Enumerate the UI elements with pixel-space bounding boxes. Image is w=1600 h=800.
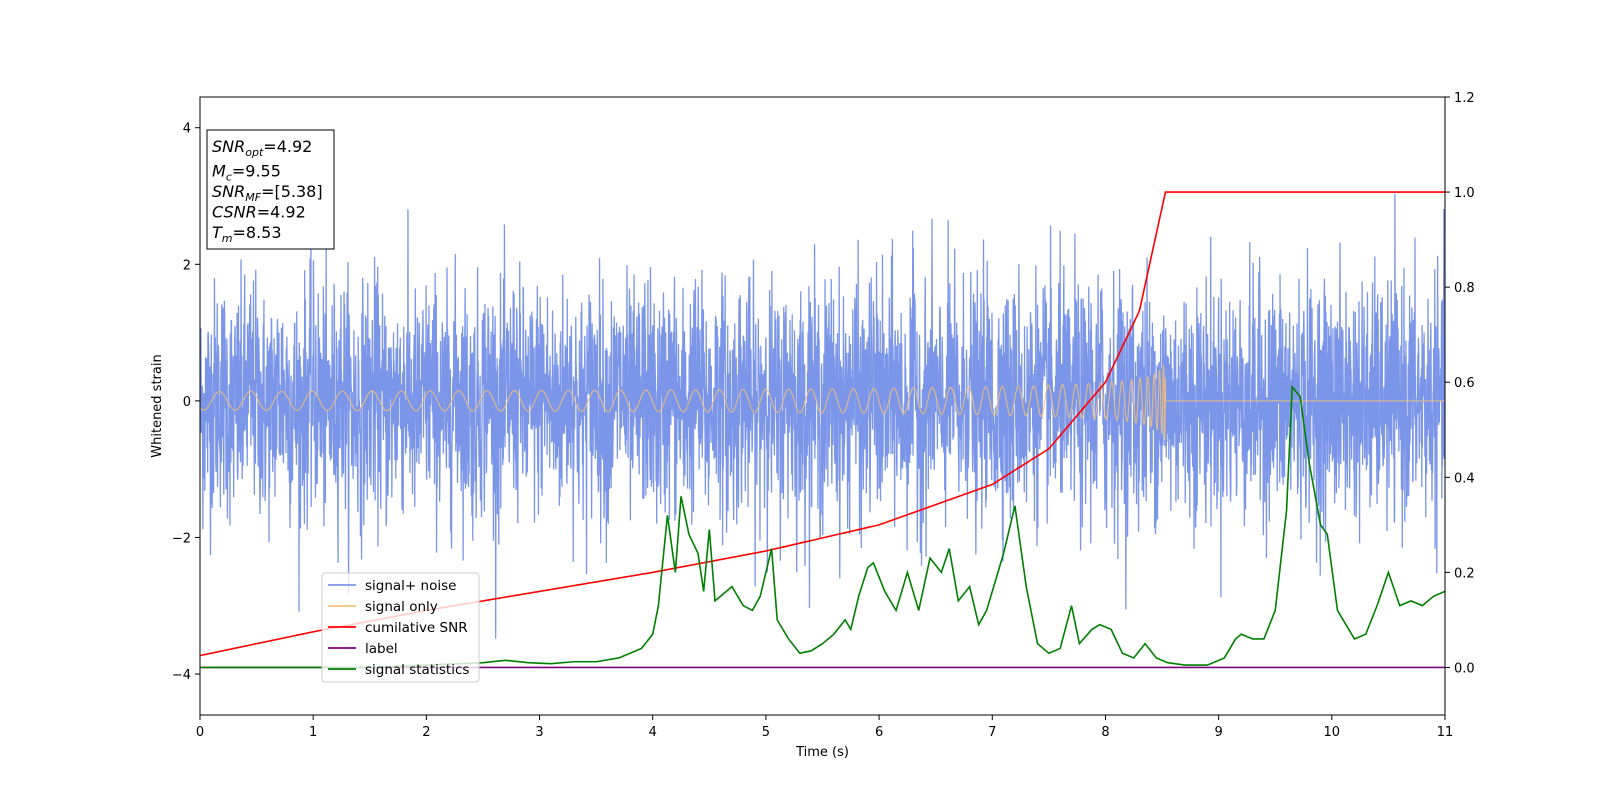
legend bbox=[321, 572, 480, 683]
x-tick-label: 10 bbox=[1324, 725, 1341, 740]
y2-tick-label: 0.6 bbox=[1454, 376, 1475, 391]
x-tick-label: 6 bbox=[875, 725, 883, 740]
x-tick-label: 5 bbox=[762, 725, 770, 740]
x-axis-title: Time (s) bbox=[795, 745, 849, 760]
y2-tick-label: 0.4 bbox=[1454, 471, 1475, 486]
legend-label: signal statistics bbox=[365, 662, 469, 678]
y-tick-label: −2 bbox=[172, 531, 191, 546]
x-tick-label: 4 bbox=[649, 725, 657, 740]
y-tick-label: 0 bbox=[183, 395, 191, 410]
y2-tick-label: 0.0 bbox=[1454, 661, 1475, 676]
info-line: Tm=8.53 bbox=[212, 223, 282, 245]
series-signal-noise-line bbox=[200, 194, 1445, 639]
plot-frame bbox=[199, 96, 1446, 716]
x-tick-label: 0 bbox=[196, 725, 204, 740]
info-line: SNRMF=[5.38] bbox=[212, 182, 323, 204]
y2-tick-label: 0.2 bbox=[1454, 566, 1475, 581]
y-tick-label: −4 bbox=[172, 668, 191, 683]
x-tick-label: 8 bbox=[1101, 725, 1109, 740]
info-line: CSNR=4.92 bbox=[212, 203, 306, 222]
y2-tick-label: 0.8 bbox=[1454, 281, 1475, 296]
y-axis-title: Whitened strain bbox=[150, 354, 165, 457]
info-line: SNRopt=4.92 bbox=[212, 137, 312, 159]
x-tick-label: 11 bbox=[1437, 725, 1454, 740]
y-tick-label: 2 bbox=[183, 258, 191, 273]
legend-label: cumilative SNR bbox=[365, 620, 468, 636]
x-tick-label: 2 bbox=[422, 725, 430, 740]
y-tick-label: 4 bbox=[183, 122, 191, 137]
y2-tick-label: 1.2 bbox=[1454, 91, 1475, 106]
x-tick-label: 7 bbox=[988, 725, 996, 740]
legend-label: label bbox=[365, 641, 398, 657]
y2-tick-label: 1.0 bbox=[1454, 186, 1475, 201]
series-signal-only-line bbox=[200, 364, 1445, 441]
x-tick-label: 1 bbox=[309, 725, 317, 740]
series-signal-statistics-line bbox=[200, 384, 1445, 669]
info-box bbox=[206, 129, 335, 250]
legend-label: signal only bbox=[365, 599, 438, 615]
x-tick-label: 9 bbox=[1214, 725, 1222, 740]
info-line: Mc=9.55 bbox=[212, 162, 281, 184]
x-tick-label: 3 bbox=[535, 725, 543, 740]
legend-label: signal+ noise bbox=[365, 578, 456, 594]
